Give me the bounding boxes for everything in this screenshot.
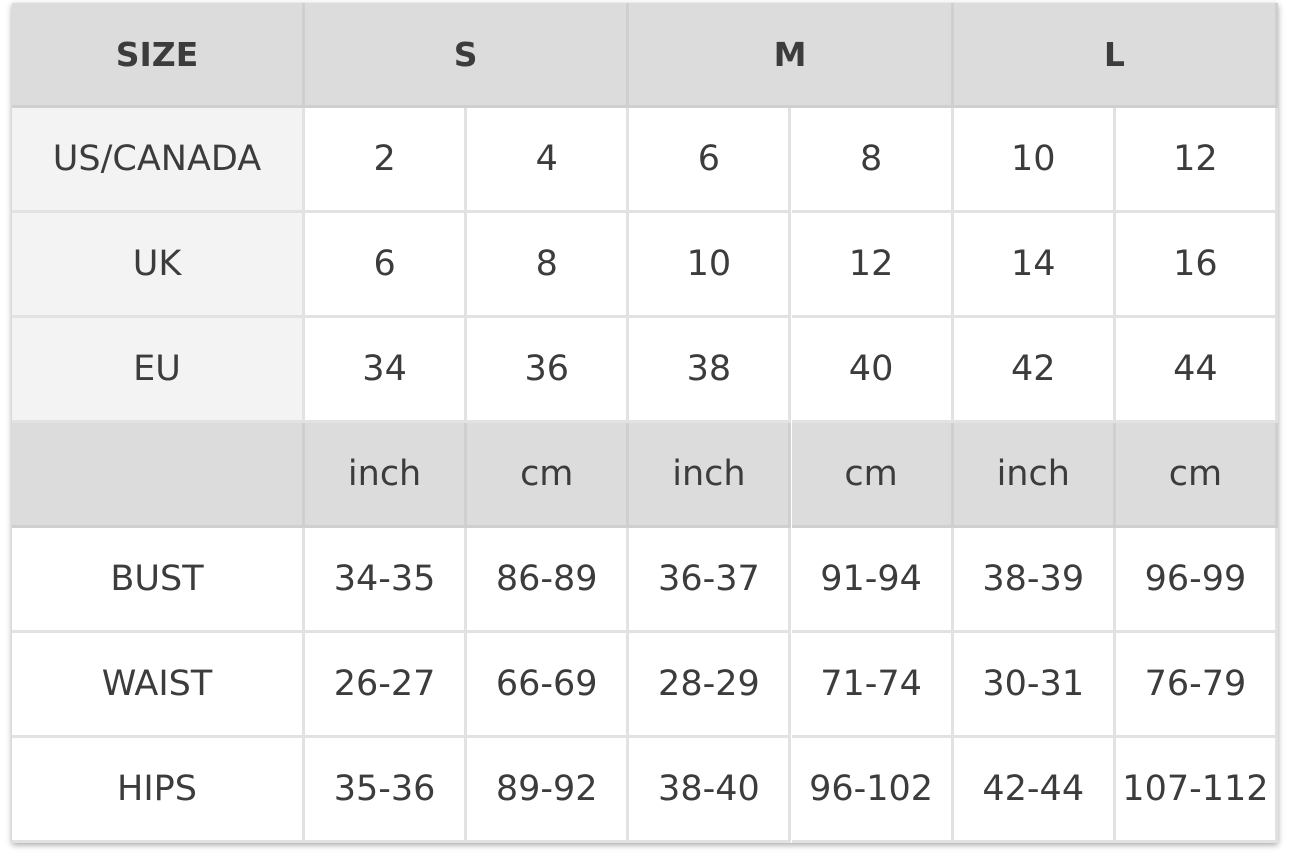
cell: 34 (305, 318, 468, 423)
cell: 12 (791, 213, 954, 318)
unit-cell: cm (1115, 423, 1278, 528)
unit-cell: cm (467, 423, 630, 528)
unit-cell: inch (629, 423, 792, 528)
cell: 28-29 (629, 633, 792, 738)
cell: 66-69 (467, 633, 630, 738)
cell: 38-39 (953, 528, 1116, 633)
row-label: WAIST (12, 633, 305, 738)
cell: 44 (1115, 318, 1278, 423)
cell: 96-102 (791, 738, 954, 843)
cell: 38 (629, 318, 792, 423)
cell: 34-35 (305, 528, 468, 633)
cell: 8 (791, 108, 954, 213)
cell: 12 (1115, 108, 1278, 213)
cell: 26-27 (305, 633, 468, 738)
cell: 42 (953, 318, 1116, 423)
row-label: HIPS (12, 738, 305, 843)
row-label: US/CANADA (12, 108, 305, 213)
cell: 35-36 (305, 738, 468, 843)
cell: 36 (467, 318, 630, 423)
cell: 8 (467, 213, 630, 318)
row-label: UK (12, 213, 305, 318)
size-chart: SIZE S M L US/CANADA 2 4 6 8 10 12 UK 6 8 10 12 14 16 EU 34… (12, 3, 1278, 843)
cell: 107-112 (1115, 738, 1278, 843)
cell: 2 (305, 108, 468, 213)
cell: 36-37 (629, 528, 792, 633)
cell: 16 (1115, 213, 1278, 318)
cell: 10 (953, 108, 1116, 213)
unit-cell: cm (791, 423, 954, 528)
cell: 42-44 (953, 738, 1116, 843)
cell: 40 (791, 318, 954, 423)
header-cell: L (953, 3, 1278, 108)
cell: 86-89 (467, 528, 630, 633)
cell: 6 (629, 108, 792, 213)
cell: 6 (305, 213, 468, 318)
cell: 76-79 (1115, 633, 1278, 738)
cell: 96-99 (1115, 528, 1278, 633)
cell: 10 (629, 213, 792, 318)
cell: 91-94 (791, 528, 954, 633)
cell: 71-74 (791, 633, 954, 738)
cell: 38-40 (629, 738, 792, 843)
unit-cell: inch (953, 423, 1116, 528)
row-label: EU (12, 318, 305, 423)
unit-label-empty (12, 423, 305, 528)
cell: 89-92 (467, 738, 630, 843)
header-cell: M (629, 3, 954, 108)
cell: 30-31 (953, 633, 1116, 738)
header-cell: S (305, 3, 630, 108)
cell: 4 (467, 108, 630, 213)
header-cell: SIZE (12, 3, 305, 108)
unit-cell: inch (305, 423, 468, 528)
row-label: BUST (12, 528, 305, 633)
cell: 14 (953, 213, 1116, 318)
